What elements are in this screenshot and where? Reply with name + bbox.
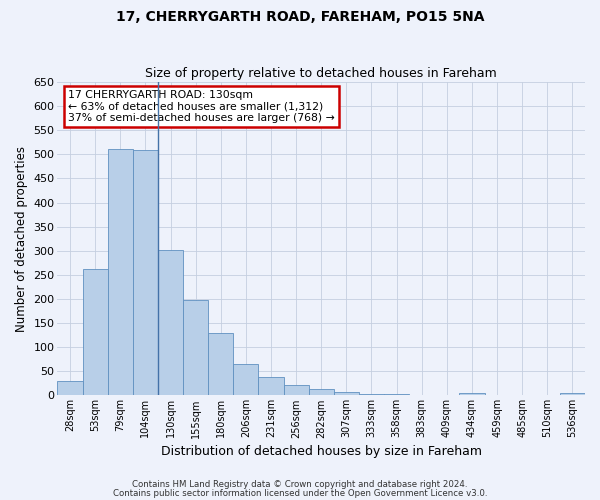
Bar [560, 394, 585, 396]
Text: 17 CHERRYGARTH ROAD: 130sqm
← 63% of detached houses are smaller (1,312)
37% of : 17 CHERRYGARTH ROAD: 130sqm ← 63% of det… [68, 90, 335, 123]
Bar [58, 381, 83, 396]
Bar [359, 394, 384, 396]
Bar [384, 394, 409, 396]
Text: 17, CHERRYGARTH ROAD, FAREHAM, PO15 5NA: 17, CHERRYGARTH ROAD, FAREHAM, PO15 5NA [116, 10, 484, 24]
Bar [83, 268, 108, 396]
X-axis label: Distribution of detached houses by size in Fareham: Distribution of detached houses by size … [161, 444, 482, 458]
Bar [284, 385, 308, 396]
Title: Size of property relative to detached houses in Fareham: Size of property relative to detached ho… [145, 66, 497, 80]
Bar [233, 364, 259, 396]
Text: Contains public sector information licensed under the Open Government Licence v3: Contains public sector information licen… [113, 488, 487, 498]
Bar [133, 150, 158, 396]
Bar [208, 332, 233, 396]
Bar [259, 376, 284, 396]
Bar [460, 394, 485, 396]
Y-axis label: Number of detached properties: Number of detached properties [15, 146, 28, 332]
Bar [108, 148, 133, 396]
Bar [183, 300, 208, 396]
Bar [158, 250, 183, 396]
Bar [334, 392, 359, 396]
Bar [308, 388, 334, 396]
Text: Contains HM Land Registry data © Crown copyright and database right 2024.: Contains HM Land Registry data © Crown c… [132, 480, 468, 489]
